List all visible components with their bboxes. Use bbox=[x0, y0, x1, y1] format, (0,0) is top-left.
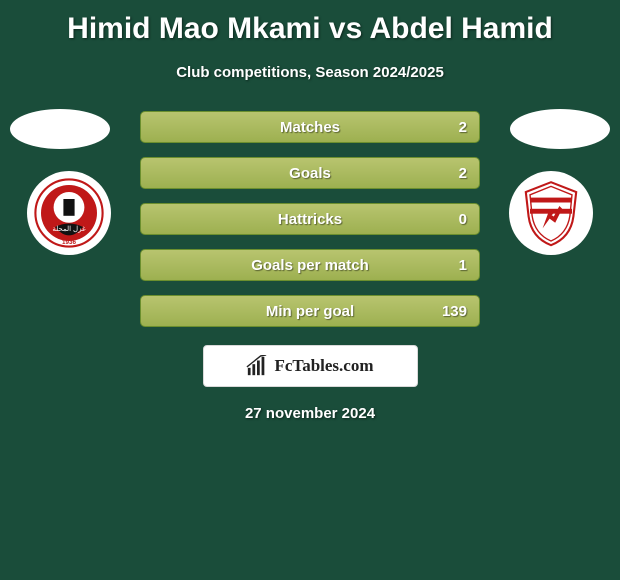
stat-right-value: 1 bbox=[459, 257, 467, 274]
stat-label: Min per goal bbox=[266, 303, 354, 320]
stat-right-value: 2 bbox=[459, 165, 467, 182]
stat-right-value: 2 bbox=[459, 119, 467, 136]
stat-label: Matches bbox=[280, 119, 340, 136]
ghazl-crest-icon: غزل المحلة 1936 bbox=[34, 178, 104, 248]
club-crest-right bbox=[509, 171, 593, 255]
club-crest-left: غزل المحلة 1936 bbox=[27, 171, 111, 255]
stat-right-value: 0 bbox=[459, 211, 467, 228]
player-photo-left bbox=[10, 109, 110, 149]
stat-row: Goals 2 bbox=[140, 157, 480, 189]
bar-chart-icon bbox=[246, 355, 268, 377]
stat-label: Goals per match bbox=[251, 257, 369, 274]
stat-label: Goals bbox=[289, 165, 331, 182]
stat-label: Hattricks bbox=[278, 211, 342, 228]
stat-row: Min per goal 139 bbox=[140, 295, 480, 327]
player-photo-right bbox=[510, 109, 610, 149]
page-title: Himid Mao Mkami vs Abdel Hamid bbox=[0, 0, 620, 46]
zamalek-crest-icon bbox=[516, 178, 586, 248]
stat-row: Matches 2 bbox=[140, 111, 480, 143]
date-text: 27 november 2024 bbox=[0, 405, 620, 422]
comparison-panel: غزل المحلة 1936 Matches 2 Goals 2 Hattri… bbox=[0, 111, 620, 422]
stat-row: Goals per match 1 bbox=[140, 249, 480, 281]
stat-row: Hattricks 0 bbox=[140, 203, 480, 235]
stat-right-value: 139 bbox=[442, 303, 467, 320]
brand-link[interactable]: FcTables.com bbox=[203, 345, 418, 387]
subtitle: Club competitions, Season 2024/2025 bbox=[0, 64, 620, 81]
brand-text: FcTables.com bbox=[274, 356, 373, 376]
svg-text:1936: 1936 bbox=[62, 239, 77, 246]
svg-text:غزل المحلة: غزل المحلة bbox=[52, 225, 86, 233]
stats-list: Matches 2 Goals 2 Hattricks 0 Goals per … bbox=[140, 111, 480, 327]
